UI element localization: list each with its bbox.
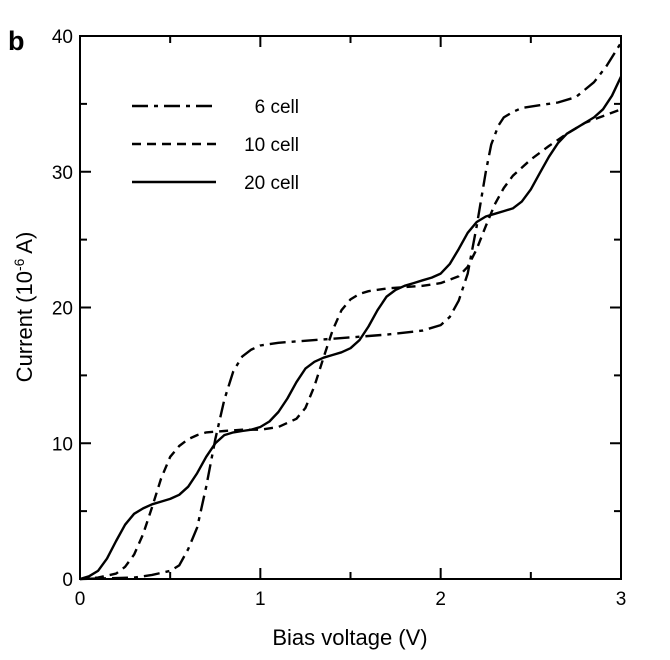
y-axis-title: Current (10-6 A)	[11, 232, 37, 383]
legend-label-3: 20 cell	[244, 173, 299, 194]
legend: 6 cell 10 cell 20 cell	[132, 97, 299, 194]
series-line-1	[79, 42, 623, 581]
x-tick-label: 2	[435, 589, 446, 610]
x-tick-label: 3	[616, 589, 627, 610]
axis-ticks	[79, 35, 622, 580]
plot-frame	[79, 35, 622, 580]
y-axis-title-sup: -6	[11, 258, 27, 271]
x-axis-title: Bias voltage (V)	[272, 625, 427, 650]
legend-label-1: 6 cell	[255, 97, 299, 118]
x-tick-label: 0	[75, 589, 86, 610]
x-tick-label: 1	[255, 589, 266, 610]
panel-label: b	[8, 26, 25, 56]
series-line-3	[79, 76, 623, 581]
series-line-2	[79, 108, 622, 581]
y-tick-label: 30	[52, 163, 73, 184]
series-layer	[79, 42, 623, 581]
y-tick-label: 20	[52, 299, 73, 320]
y-axis-title-end: A)	[12, 232, 37, 259]
legend-label-2: 10 cell	[244, 135, 299, 156]
y-axis-title-main: Current (10	[12, 271, 37, 382]
y-tick-label: 10	[52, 434, 73, 455]
y-tick-label: 0	[62, 570, 73, 591]
y-tick-label: 40	[52, 27, 73, 48]
